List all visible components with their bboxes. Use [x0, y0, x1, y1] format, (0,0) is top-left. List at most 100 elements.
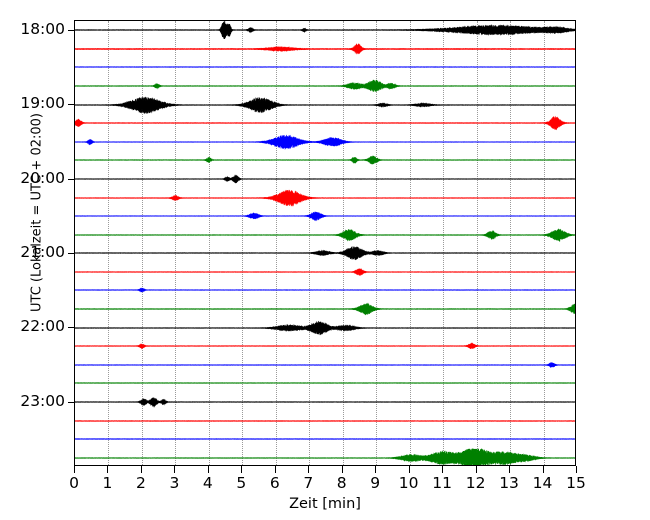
gridline-vertical — [141, 21, 143, 465]
trace-row — [75, 401, 575, 441]
trace-waveform — [75, 342, 575, 350]
trace-waveform — [75, 43, 575, 55]
gridline-vertical — [510, 21, 512, 465]
trace-row — [75, 85, 575, 125]
trace-row — [75, 382, 575, 422]
y-axis-tick-label: 20:00 — [20, 168, 65, 187]
gridline-vertical — [443, 21, 445, 465]
x-axis-tick — [107, 466, 109, 473]
trace-waveform — [75, 189, 575, 207]
x-axis-tick — [475, 466, 477, 473]
x-axis-tick — [274, 466, 276, 473]
y-axis-tick-label: 22:00 — [20, 317, 65, 336]
x-axis-tick-label: 1 — [102, 474, 113, 492]
x-axis-tick — [308, 466, 310, 473]
x-axis-tick-label: 3 — [169, 474, 180, 492]
gridline-vertical — [409, 21, 411, 465]
trace-waveform — [75, 79, 575, 93]
trace-waveform — [75, 447, 575, 465]
gridline-vertical — [309, 21, 311, 465]
gridline-vertical — [543, 21, 545, 465]
trace-row — [75, 270, 575, 310]
trace-row — [75, 363, 575, 403]
y-axis-title: UTC (Lokalzeit = UTC + 02:00) — [29, 113, 45, 312]
trace-row — [75, 159, 575, 199]
x-axis-tick — [509, 466, 511, 473]
trace-row — [75, 289, 575, 329]
y-axis-tick-label: 23:00 — [20, 391, 65, 410]
x-axis-tick — [442, 466, 444, 473]
trace-row — [75, 233, 575, 273]
gridline-vertical — [242, 21, 244, 465]
x-axis-tick-label: 8 — [336, 474, 347, 492]
x-axis-tick-label: 14 — [532, 474, 553, 492]
x-axis-tick-label: 0 — [69, 474, 79, 492]
x-axis-tick — [140, 466, 142, 473]
x-axis-tick-label: 12 — [465, 474, 486, 492]
trace-row — [75, 196, 575, 236]
x-axis-tick-label: 13 — [499, 474, 519, 492]
x-axis-tick — [241, 466, 243, 473]
trace-waveform — [75, 66, 575, 69]
y-axis-tick — [68, 327, 75, 329]
y-axis-tick — [68, 401, 75, 403]
trace-waveform — [75, 288, 575, 294]
trace-row — [75, 122, 575, 162]
trace-row — [75, 29, 575, 69]
trace-row — [75, 438, 575, 465]
trace-waveform — [75, 134, 575, 150]
x-axis-tick — [576, 466, 577, 473]
x-axis-tick — [408, 466, 410, 473]
y-axis-tick — [68, 29, 75, 31]
y-axis-tick-label: 18:00 — [20, 19, 65, 38]
gridline-vertical — [108, 21, 110, 465]
plot-area — [74, 20, 576, 466]
trace-waveform — [75, 302, 575, 316]
x-axis-tick-label: 6 — [269, 474, 280, 492]
x-axis-title: Zeit [min] — [289, 496, 361, 512]
trace-row — [75, 66, 575, 106]
gridline-vertical — [342, 21, 344, 465]
x-axis-tick-label: 11 — [432, 474, 452, 492]
trace-row — [75, 140, 575, 180]
trace-row — [75, 215, 575, 255]
trace-waveform — [75, 211, 575, 222]
trace-row — [75, 103, 575, 143]
y-axis-tick-label: 19:00 — [20, 94, 65, 113]
x-axis-tick — [74, 466, 75, 473]
x-axis-tick — [542, 466, 544, 473]
trace-waveform — [75, 21, 575, 40]
trace-waveform — [75, 361, 575, 368]
trace-row — [75, 47, 575, 87]
y-axis-tick — [68, 178, 75, 180]
trace-waveform — [75, 115, 575, 131]
trace-row — [75, 419, 575, 459]
gridline-vertical — [275, 21, 277, 465]
y-axis-tick-label: 21:00 — [20, 242, 65, 261]
trace-row — [75, 345, 575, 385]
trace-waveform — [75, 156, 575, 165]
y-axis-tick — [68, 104, 75, 106]
x-axis-tick-label: 9 — [370, 474, 381, 492]
x-axis-tick-label: 15 — [566, 474, 586, 492]
x-axis-tick-label: 5 — [236, 474, 247, 492]
trace-row — [75, 178, 575, 218]
trace-waveform — [75, 397, 575, 408]
gridline-vertical — [175, 21, 177, 465]
trace-waveform — [75, 320, 575, 335]
x-axis-tick — [341, 466, 343, 473]
x-axis-tick — [174, 466, 176, 473]
trace-row — [75, 21, 575, 50]
gridline-vertical — [376, 21, 378, 465]
trace-waveform — [75, 174, 575, 184]
x-axis-tick-label: 7 — [303, 474, 314, 492]
trace-waveform — [75, 246, 575, 261]
x-axis-tick — [375, 466, 377, 473]
y-axis-tick — [68, 252, 75, 254]
trace-waveform — [75, 95, 575, 114]
trace-row — [75, 252, 575, 292]
trace-waveform — [75, 382, 575, 385]
trace-row — [75, 326, 575, 366]
x-axis-tick — [207, 466, 209, 473]
